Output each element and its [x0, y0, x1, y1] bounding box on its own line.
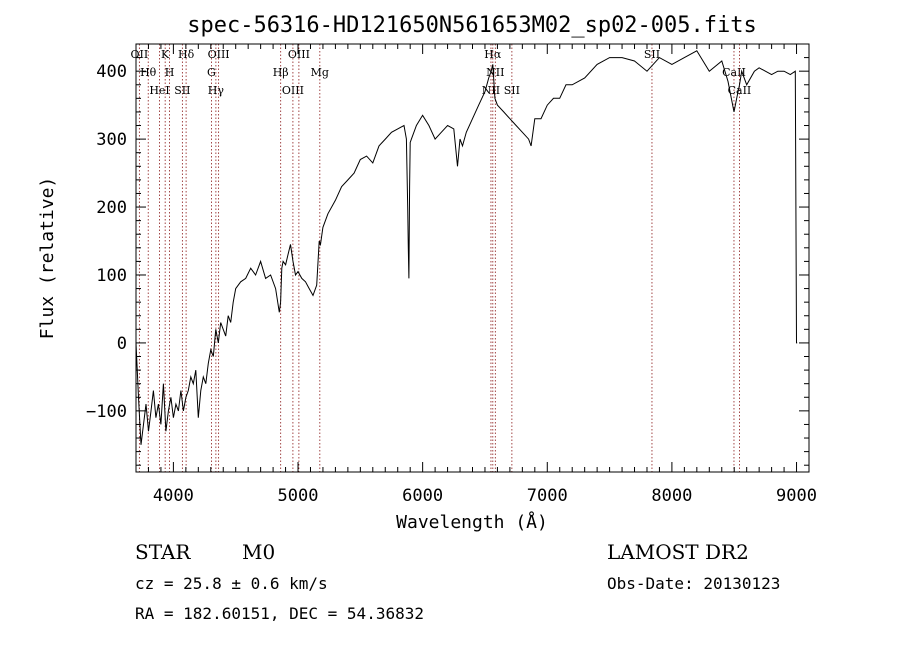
line-marker-label: Hθ	[140, 66, 157, 79]
line-marker-label: Hα	[484, 48, 502, 61]
line-marker-label: K	[161, 48, 170, 61]
spectral-line-markers: OIIHθHeIKHSIIHδGHγOIIIHβOIIIOIIIMgNIIHαN…	[131, 44, 752, 472]
line-marker-label: Hδ	[178, 48, 195, 61]
line-marker-label: OIII	[288, 48, 310, 61]
line-marker-label: H	[165, 66, 175, 79]
y-axis-ticks: −100 0 100 200 300 400	[86, 43, 809, 466]
coordinates-text: RA = 182.60151, DEC = 54.36832	[135, 604, 424, 623]
plot-frame	[135, 43, 810, 473]
line-marker-label: G	[207, 66, 216, 79]
y-tick-label: 100	[96, 266, 127, 286]
survey-name: LAMOST DR2	[607, 540, 749, 564]
spectrum-chart: spec-56316-HD121650N561653M02_sp02-005.f…	[37, 13, 817, 533]
x-axis-label: Wavelength (Å)	[396, 511, 548, 533]
y-tick-label: 400	[96, 62, 127, 82]
x-tick-label: 5000	[278, 486, 319, 506]
line-marker-label: CaII	[722, 66, 746, 79]
line-marker-label: OIII	[282, 84, 304, 97]
observation-date: Obs-Date: 20130123	[607, 574, 781, 593]
object-class: STAR	[135, 540, 191, 564]
line-marker-label: SII	[174, 84, 190, 97]
line-marker-label: NII	[482, 84, 500, 97]
line-marker-label: Mg	[311, 66, 329, 79]
y-tick-label: 300	[96, 130, 127, 150]
spectrum-line	[135, 50, 798, 445]
line-marker-label: NII	[486, 66, 504, 79]
line-marker-label: Hγ	[208, 84, 225, 97]
line-marker-label: OII	[131, 48, 149, 61]
object-subclass: M0	[242, 540, 276, 564]
y-axis-label: Flux (relative)	[37, 177, 58, 340]
y-tick-label: −100	[86, 402, 127, 422]
y-tick-label: 200	[96, 198, 127, 218]
x-tick-label: 6000	[402, 486, 443, 506]
chart-title: spec-56316-HD121650N561653M02_sp02-005.f…	[187, 13, 757, 38]
line-marker-label: SII	[644, 48, 660, 61]
x-tick-label: 7000	[527, 486, 568, 506]
line-marker-label: HeI	[149, 84, 169, 97]
line-marker-label: SII	[504, 84, 520, 97]
x-axis-ticks: 4000 5000 6000 7000 8000 9000	[135, 44, 817, 506]
x-tick-label: 4000	[153, 486, 194, 506]
x-tick-label: 9000	[776, 486, 817, 506]
x-tick-label: 8000	[651, 486, 692, 506]
line-marker-label: Hβ	[273, 66, 289, 79]
y-tick-label: 0	[117, 334, 127, 354]
line-marker-label: OIII	[208, 48, 230, 61]
redshift-text: cz = 25.8 ± 0.6 km/s	[135, 574, 328, 593]
line-marker-label: CaII	[728, 84, 752, 97]
